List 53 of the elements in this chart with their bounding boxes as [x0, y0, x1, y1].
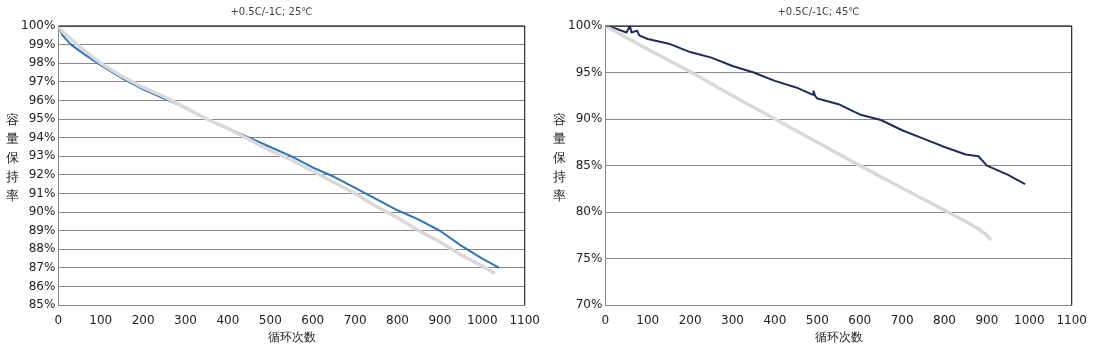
y-axis-title: 容量保持率 — [551, 111, 567, 205]
x-tick-label: 800 — [933, 312, 956, 327]
x-tick-label: 600 — [848, 312, 872, 327]
y-tick-label: 92% — [28, 167, 56, 182]
y-tick-label: 70% — [575, 297, 603, 312]
x-tick-label: 200 — [678, 312, 702, 327]
x-tick-label: 300 — [721, 312, 744, 327]
chart-title: +0.5C/-1C; 25℃ — [230, 5, 313, 17]
y-tick-label: 98% — [28, 55, 56, 70]
x-tick-label: 700 — [890, 312, 914, 327]
x-axis-title: 循环次数 — [814, 329, 863, 344]
x-tick-label: 1000 — [467, 312, 498, 327]
y-tick-label: 89% — [28, 222, 56, 237]
x-tick-label: 900 — [428, 312, 452, 327]
y-tick-label: 80% — [575, 204, 603, 219]
y-tick-label: 96% — [28, 92, 56, 107]
x-tick-label: 0 — [601, 312, 610, 327]
chart-title: +0.5C/-1C; 45℃ — [777, 5, 860, 17]
x-tick-label: 1100 — [509, 312, 540, 327]
y-tick-label: 75% — [575, 250, 603, 265]
x-tick-label: 300 — [174, 312, 197, 327]
x-tick-label: 100 — [636, 312, 660, 327]
y-tick-label: 86% — [28, 278, 56, 293]
y-axis-title: 容量保持率 — [4, 111, 20, 205]
y-tick-label: 85% — [28, 297, 56, 312]
x-tick-label: 800 — [386, 312, 409, 327]
y-tick-label: 100% — [20, 18, 56, 33]
x-tick-label: 500 — [258, 312, 282, 327]
x-tick-label: 100 — [89, 312, 113, 327]
y-tick-label: 95% — [28, 111, 56, 126]
y-tick-label: 91% — [28, 185, 56, 200]
y-tick-label: 95% — [575, 64, 603, 79]
y-tick-label: 94% — [28, 129, 56, 144]
y-tick-label: 90% — [28, 204, 56, 219]
x-tick-label: 400 — [216, 312, 240, 327]
y-tick-label: 88% — [28, 241, 56, 256]
y-tick-label: 87% — [28, 260, 56, 275]
x-tick-label: 1100 — [1056, 312, 1087, 327]
x-tick-label: 0 — [54, 312, 63, 327]
x-axis-title: 循环次数 — [267, 329, 316, 344]
y-tick-label: 85% — [575, 157, 603, 172]
y-tick-label: 90% — [575, 111, 603, 126]
x-tick-label: 1000 — [1014, 312, 1045, 327]
x-tick-label: 700 — [343, 312, 367, 327]
y-tick-label: 100% — [567, 18, 603, 33]
x-tick-label: 900 — [975, 312, 999, 327]
x-tick-label: 500 — [805, 312, 829, 327]
x-tick-label: 200 — [131, 312, 155, 327]
x-tick-label: 600 — [301, 312, 325, 327]
y-tick-label: 97% — [28, 73, 56, 88]
y-tick-label: 99% — [28, 36, 56, 51]
y-tick-label: 93% — [28, 148, 56, 163]
x-tick-label: 400 — [763, 312, 787, 327]
